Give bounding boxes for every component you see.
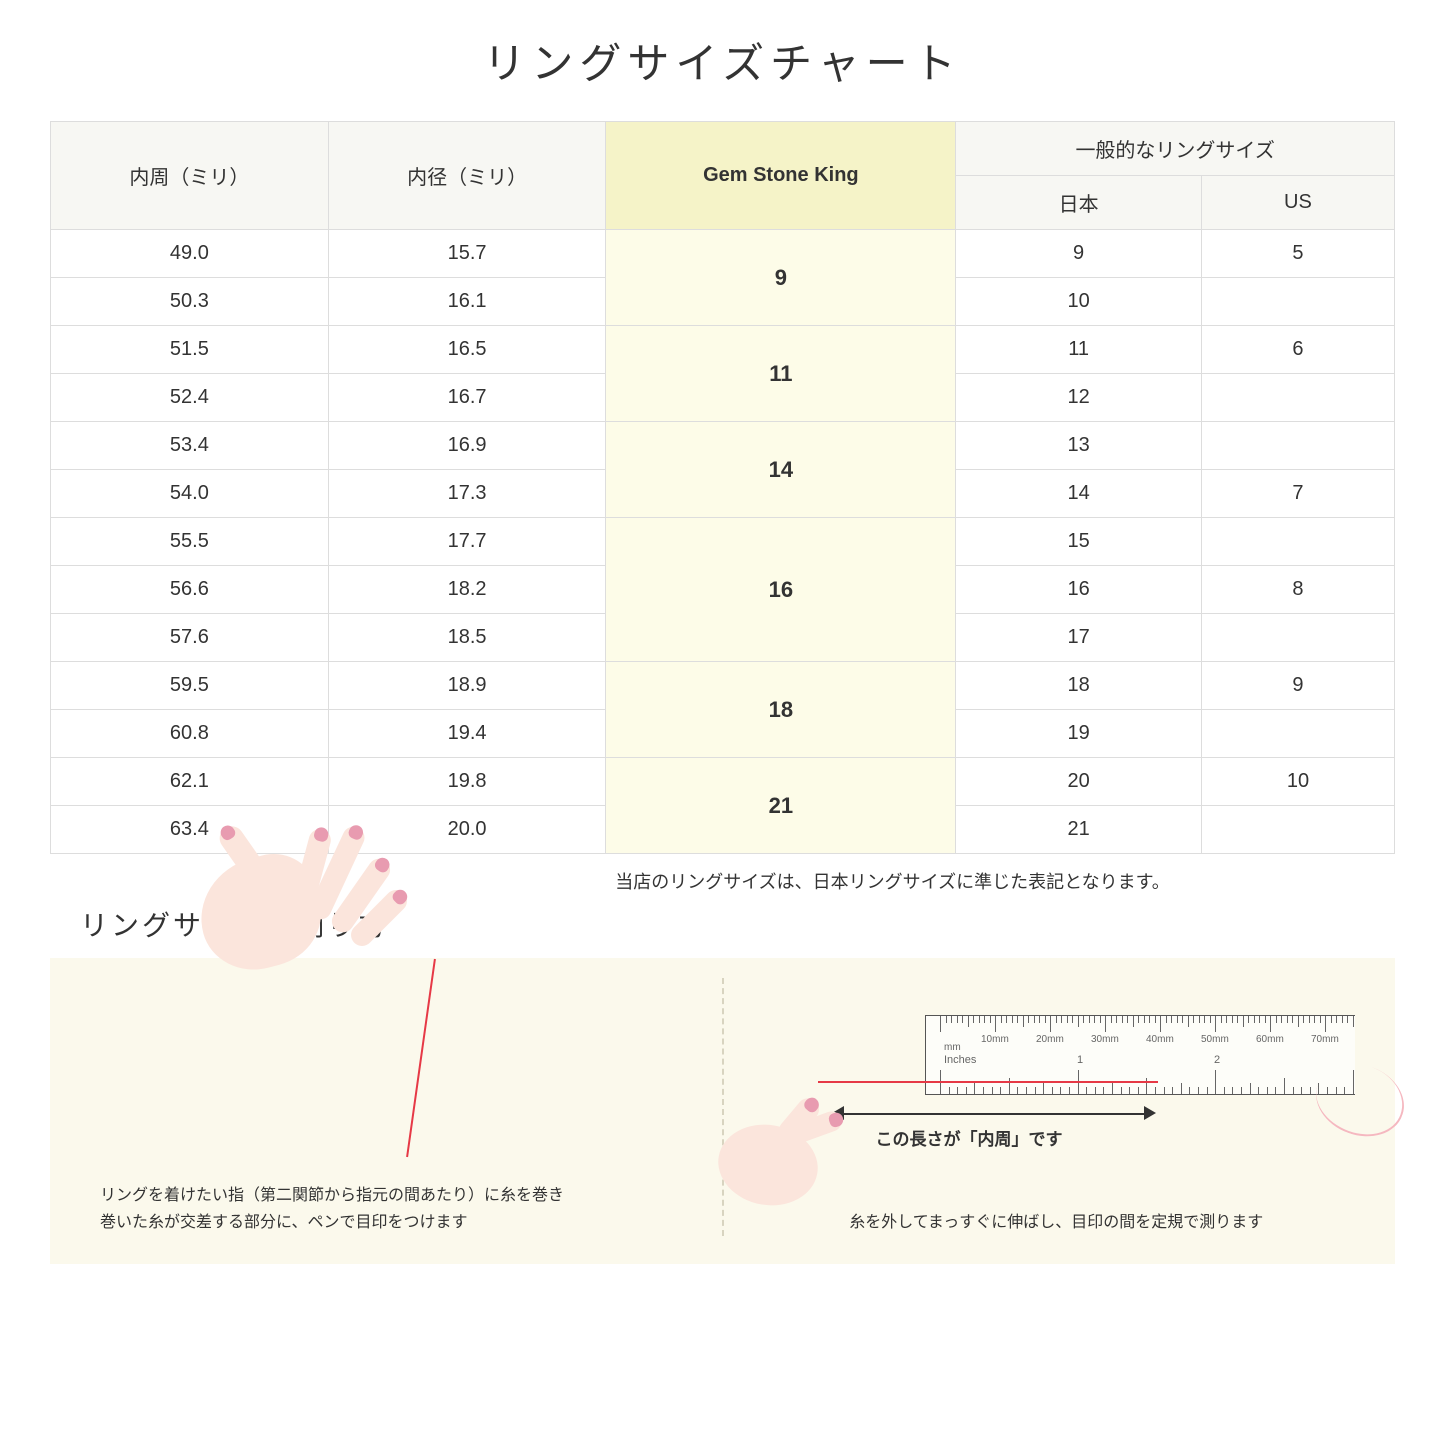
cell-dia: 15.7 <box>328 230 606 278</box>
cell-dia: 16.9 <box>328 422 606 470</box>
instruction-step-1: リングを着けたい指（第二関節から指元の間あたり）に糸を巻き 巻いた糸が交差する部… <box>80 978 698 1236</box>
cell-us: 8 <box>1201 566 1394 614</box>
ruler-inches-label: Inches <box>944 1054 976 1066</box>
col-gsk: Gem Stone King <box>606 122 956 230</box>
cell-dia: 17.7 <box>328 518 606 566</box>
table-row: 55.517.71615 <box>51 518 1395 566</box>
cell-jp: 21 <box>956 806 1202 854</box>
size-chart-table: 内周（ミリ） 内径（ミリ） Gem Stone King 一般的なリングサイズ … <box>50 121 1395 854</box>
ruler-mm-label: 60mm <box>1256 1034 1284 1045</box>
cell-us <box>1201 422 1394 470</box>
instruction-img-2: Inches 10mm20mm30mm40mm50mm60mm70mmmm12 … <box>748 1005 1366 1195</box>
cell-dia: 16.7 <box>328 374 606 422</box>
instruction-img-1 <box>80 978 698 1168</box>
cell-jp: 10 <box>956 278 1202 326</box>
cell-circ: 62.1 <box>51 758 329 806</box>
col-us: US <box>1201 176 1394 230</box>
cell-jp: 9 <box>956 230 1202 278</box>
ruler-illustration: Inches 10mm 20mm 30mm 40mm 50mm 60mm 70mm mm 1 2 <box>925 1015 1355 1095</box>
cell-us <box>1201 710 1394 758</box>
cell-jp: 20 <box>956 758 1202 806</box>
cell-gsk: 21 <box>606 758 956 854</box>
thread-line <box>818 1081 1158 1083</box>
cell-us: 6 <box>1201 326 1394 374</box>
cell-dia: 18.5 <box>328 614 606 662</box>
cell-jp: 15 <box>956 518 1202 566</box>
ruler-mm-unit: mm <box>944 1042 961 1053</box>
table-row: 51.516.511116 <box>51 326 1395 374</box>
cell-jp: 19 <box>956 710 1202 758</box>
instruction-text-2: 糸を外してまっすぐに伸ばし、目印の間を定規で測ります <box>748 1209 1366 1236</box>
ruler-mm-label: 10mm <box>981 1034 1009 1045</box>
thread-icon <box>406 959 436 1157</box>
cell-gsk: 11 <box>606 326 956 422</box>
ruler-mm-label: 50mm <box>1201 1034 1229 1045</box>
instruction-text-1: リングを着けたい指（第二関節から指元の間あたり）に糸を巻き 巻いた糸が交差する部… <box>80 1182 698 1236</box>
table-row: 59.518.918189 <box>51 662 1395 710</box>
table-row: 53.416.91413 <box>51 422 1395 470</box>
arrow-label: この長さが「内周」です <box>876 1125 1063 1150</box>
cell-us <box>1201 374 1394 422</box>
cell-circ: 60.8 <box>51 710 329 758</box>
cell-circ: 52.4 <box>51 374 329 422</box>
cell-jp: 18 <box>956 662 1202 710</box>
cell-dia: 19.4 <box>328 710 606 758</box>
cell-circ: 57.6 <box>51 614 329 662</box>
cell-circ: 63.4 <box>51 806 329 854</box>
instruction-panel: リングを着けたい指（第二関節から指元の間あたり）に糸を巻き 巻いた糸が交差する部… <box>50 958 1395 1264</box>
instruction-step-2: Inches 10mm20mm30mm40mm50mm60mm70mmmm12 … <box>748 978 1366 1236</box>
table-header-row-1: 内周（ミリ） 内径（ミリ） Gem Stone King 一般的なリングサイズ <box>51 122 1395 176</box>
cell-us <box>1201 278 1394 326</box>
cell-us <box>1201 806 1394 854</box>
cell-us <box>1201 614 1394 662</box>
cell-us: 7 <box>1201 470 1394 518</box>
ruler-mm-label: 70mm <box>1311 1034 1339 1045</box>
cell-us: 9 <box>1201 662 1394 710</box>
cell-dia: 19.8 <box>328 758 606 806</box>
cell-jp: 16 <box>956 566 1202 614</box>
cell-gsk: 16 <box>606 518 956 662</box>
cell-jp: 12 <box>956 374 1202 422</box>
col-japan: 日本 <box>956 176 1202 230</box>
cell-dia: 17.3 <box>328 470 606 518</box>
arrow-line <box>844 1113 1144 1115</box>
cell-gsk: 18 <box>606 662 956 758</box>
cell-circ: 59.5 <box>51 662 329 710</box>
arrow-right-icon <box>1144 1106 1156 1120</box>
cell-circ: 54.0 <box>51 470 329 518</box>
cell-dia: 18.2 <box>328 566 606 614</box>
cell-jp: 14 <box>956 470 1202 518</box>
cell-circ: 50.3 <box>51 278 329 326</box>
table-note: 当店のリングサイズは、日本リングサイズに準じた表記となります。 <box>390 868 1395 894</box>
cell-circ: 51.5 <box>51 326 329 374</box>
table-row: 62.119.8212010 <box>51 758 1395 806</box>
cell-dia: 20.0 <box>328 806 606 854</box>
cell-circ: 56.6 <box>51 566 329 614</box>
table-row: 49.015.7995 <box>51 230 1395 278</box>
cell-jp: 13 <box>956 422 1202 470</box>
cell-us <box>1201 518 1394 566</box>
cell-circ: 53.4 <box>51 422 329 470</box>
cell-gsk: 9 <box>606 230 956 326</box>
col-general: 一般的なリングサイズ <box>956 122 1395 176</box>
cell-us: 5 <box>1201 230 1394 278</box>
cell-gsk: 14 <box>606 422 956 518</box>
ruler-mm-label: 20mm <box>1036 1034 1064 1045</box>
cell-us: 10 <box>1201 758 1394 806</box>
cell-jp: 17 <box>956 614 1202 662</box>
ruler-inch-number: 2 <box>1214 1054 1220 1066</box>
col-diameter: 内径（ミリ） <box>328 122 606 230</box>
cell-dia: 18.9 <box>328 662 606 710</box>
cell-circ: 49.0 <box>51 230 329 278</box>
ruler-mm-label: 30mm <box>1091 1034 1119 1045</box>
ruler-mm-label: 40mm <box>1146 1034 1174 1045</box>
col-circumference: 内周（ミリ） <box>51 122 329 230</box>
ruler-inch-number: 1 <box>1077 1054 1083 1066</box>
cell-dia: 16.5 <box>328 326 606 374</box>
cell-jp: 11 <box>956 326 1202 374</box>
instruction-divider <box>722 978 724 1236</box>
cell-dia: 16.1 <box>328 278 606 326</box>
cell-circ: 55.5 <box>51 518 329 566</box>
page-title: リングサイズチャート <box>50 30 1395 91</box>
